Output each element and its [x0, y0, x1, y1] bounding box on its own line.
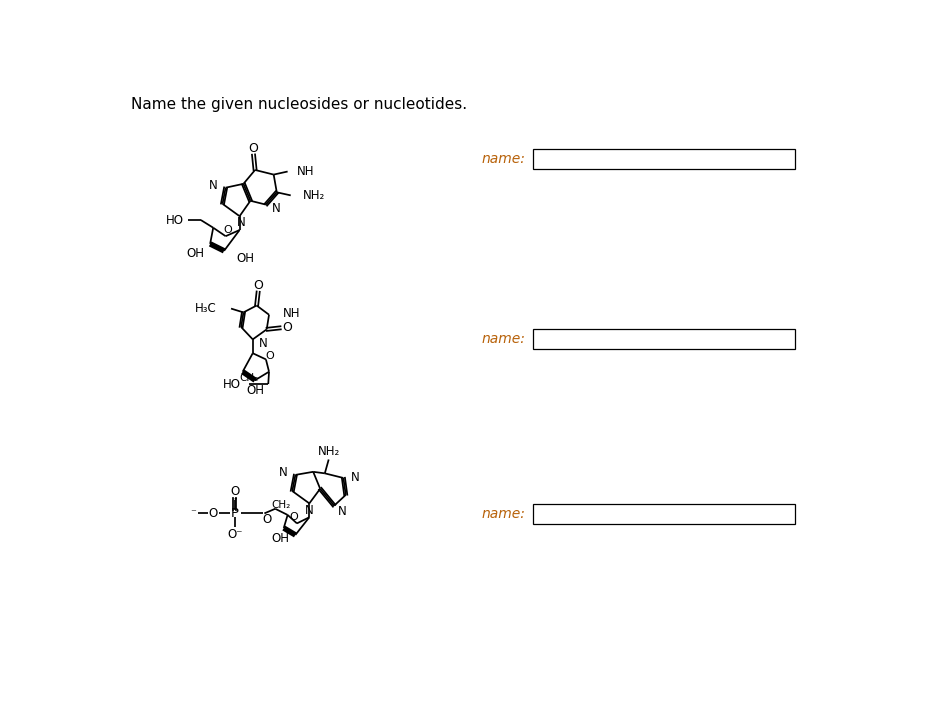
Text: N: N — [258, 337, 268, 350]
Text: CH₂: CH₂ — [271, 500, 291, 510]
Text: O: O — [289, 512, 298, 522]
Text: N: N — [351, 472, 359, 485]
Text: O: O — [248, 142, 258, 155]
Text: O⁻: O⁻ — [227, 528, 242, 541]
Text: O: O — [263, 513, 271, 526]
Text: O: O — [230, 485, 240, 498]
Text: HO: HO — [223, 378, 241, 391]
Text: name:: name: — [481, 507, 525, 521]
Text: N: N — [279, 466, 287, 479]
Text: OH: OH — [271, 531, 288, 544]
Text: Name the given nucleosides or nucleotides.: Name the given nucleosides or nucleotide… — [131, 97, 467, 112]
Text: O: O — [265, 351, 274, 361]
Text: N: N — [271, 202, 281, 215]
Text: ⁻: ⁻ — [190, 508, 196, 518]
Text: O: O — [224, 225, 232, 235]
Text: HO: HO — [166, 214, 183, 227]
Text: OH: OH — [236, 252, 255, 265]
Text: CH₂: CH₂ — [240, 373, 258, 383]
Text: NH₂: NH₂ — [303, 189, 325, 202]
Text: NH: NH — [283, 307, 300, 320]
FancyBboxPatch shape — [533, 504, 795, 524]
Text: O: O — [282, 321, 291, 334]
Text: P: P — [230, 507, 239, 520]
Text: NH: NH — [297, 165, 314, 178]
FancyBboxPatch shape — [533, 149, 795, 169]
Text: N: N — [338, 505, 346, 518]
Text: N: N — [209, 179, 218, 192]
Text: OH: OH — [185, 247, 204, 260]
Text: OH: OH — [246, 384, 264, 397]
Text: O: O — [253, 279, 263, 292]
Text: name:: name: — [481, 152, 525, 166]
Text: O: O — [209, 507, 217, 520]
Text: N: N — [237, 216, 245, 229]
Text: H₃C: H₃C — [195, 302, 217, 315]
FancyBboxPatch shape — [533, 329, 795, 349]
Text: N: N — [304, 504, 314, 517]
Text: NH₂: NH₂ — [317, 445, 340, 458]
Text: name:: name: — [481, 333, 525, 346]
